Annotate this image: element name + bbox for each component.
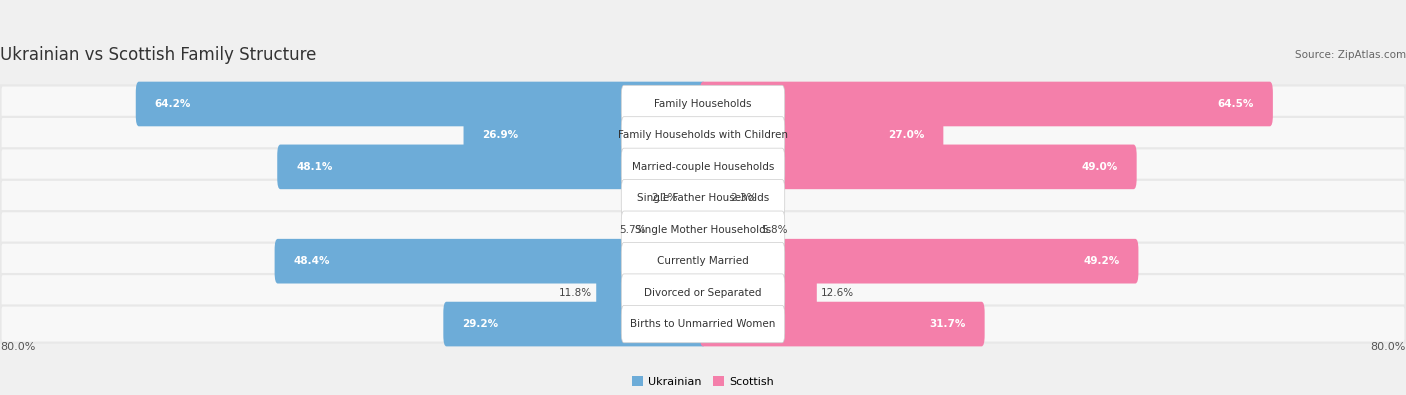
FancyBboxPatch shape [0,241,1406,281]
FancyBboxPatch shape [1,118,1405,153]
FancyBboxPatch shape [700,270,817,315]
FancyBboxPatch shape [1,244,1405,278]
FancyBboxPatch shape [1,181,1405,216]
Text: Divorced or Separated: Divorced or Separated [644,288,762,297]
Text: Ukrainian vs Scottish Family Structure: Ukrainian vs Scottish Family Structure [0,46,316,64]
Text: Family Households with Children: Family Households with Children [619,130,787,141]
Text: Births to Unmarried Women: Births to Unmarried Women [630,319,776,329]
Text: Currently Married: Currently Married [657,256,749,266]
FancyBboxPatch shape [464,113,706,158]
FancyBboxPatch shape [0,210,1406,249]
Text: 26.9%: 26.9% [482,130,519,141]
FancyBboxPatch shape [1,275,1405,310]
Text: 64.5%: 64.5% [1218,99,1254,109]
FancyBboxPatch shape [1,87,1405,121]
FancyBboxPatch shape [700,113,943,158]
Text: 5.7%: 5.7% [620,225,645,235]
Text: Family Households: Family Households [654,99,752,109]
Text: 31.7%: 31.7% [929,319,966,329]
FancyBboxPatch shape [700,302,984,346]
FancyBboxPatch shape [700,82,1272,126]
FancyBboxPatch shape [621,274,785,311]
Text: 48.1%: 48.1% [297,162,332,172]
Text: 29.2%: 29.2% [463,319,498,329]
Legend: Ukrainian, Scottish: Ukrainian, Scottish [631,376,775,387]
FancyBboxPatch shape [1,307,1405,342]
FancyBboxPatch shape [621,85,785,123]
FancyBboxPatch shape [1,149,1405,184]
FancyBboxPatch shape [700,207,756,252]
Text: 80.0%: 80.0% [1371,342,1406,352]
Text: 2.3%: 2.3% [730,193,756,203]
FancyBboxPatch shape [0,85,1406,124]
FancyBboxPatch shape [621,148,785,186]
FancyBboxPatch shape [621,305,785,343]
FancyBboxPatch shape [0,116,1406,155]
Text: 12.6%: 12.6% [821,288,853,297]
FancyBboxPatch shape [274,239,706,284]
FancyBboxPatch shape [700,239,1139,284]
FancyBboxPatch shape [136,82,706,126]
FancyBboxPatch shape [0,273,1406,312]
FancyBboxPatch shape [443,302,706,346]
Text: 2.1%: 2.1% [651,193,678,203]
Text: 49.2%: 49.2% [1083,256,1119,266]
Text: Single Father Households: Single Father Households [637,193,769,203]
FancyBboxPatch shape [682,176,706,221]
FancyBboxPatch shape [0,147,1406,186]
Text: 5.8%: 5.8% [761,225,787,235]
Text: 11.8%: 11.8% [560,288,592,297]
Text: Married-couple Households: Married-couple Households [631,162,775,172]
FancyBboxPatch shape [621,243,785,280]
FancyBboxPatch shape [621,180,785,217]
Text: 64.2%: 64.2% [155,99,191,109]
FancyBboxPatch shape [650,207,706,252]
FancyBboxPatch shape [700,145,1136,189]
FancyBboxPatch shape [621,117,785,154]
FancyBboxPatch shape [596,270,706,315]
FancyBboxPatch shape [277,145,706,189]
Text: 49.0%: 49.0% [1081,162,1118,172]
FancyBboxPatch shape [621,211,785,248]
Text: Source: ZipAtlas.com: Source: ZipAtlas.com [1295,50,1406,60]
Text: 27.0%: 27.0% [889,130,925,141]
FancyBboxPatch shape [0,305,1406,344]
FancyBboxPatch shape [0,179,1406,218]
FancyBboxPatch shape [1,212,1405,247]
Text: Single Mother Households: Single Mother Households [636,225,770,235]
FancyBboxPatch shape [700,176,727,221]
Text: 80.0%: 80.0% [0,342,35,352]
Text: 48.4%: 48.4% [294,256,330,266]
